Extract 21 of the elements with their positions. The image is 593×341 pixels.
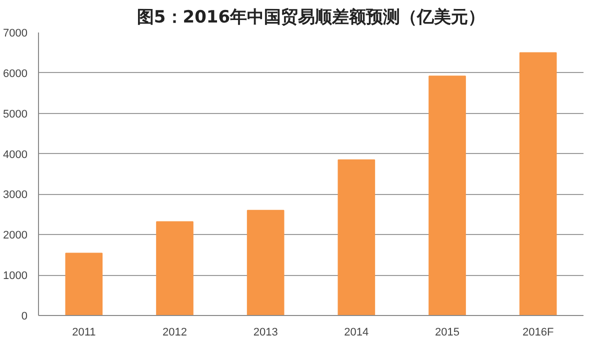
y-tick-label: 2000 [3, 230, 28, 242]
bar [65, 252, 103, 316]
y-tick-label: 6000 [3, 68, 28, 80]
x-tick-label: 2014 [344, 326, 369, 338]
bar [428, 76, 466, 316]
y-tick-label: 1000 [3, 270, 28, 282]
y-tick-label: 7000 [3, 28, 28, 40]
bar [519, 52, 557, 316]
x-tick-label: 2016F [522, 326, 554, 338]
bar [246, 210, 284, 316]
x-tick-label: 2011 [72, 326, 96, 338]
bar [156, 221, 194, 316]
x-tick-label: 2015 [435, 326, 460, 338]
bar [338, 159, 376, 316]
x-tick-label: 2012 [162, 326, 187, 338]
y-tick-label: 0 [21, 310, 28, 322]
x-tick-label: 2013 [253, 326, 278, 338]
chart-title: 图5：2016年中国贸易顺差额预测（亿美元） [136, 8, 486, 28]
y-tick-label: 3000 [3, 189, 28, 202]
y-tick-label: 5000 [3, 108, 28, 120]
y-tick-label: 4000 [3, 148, 28, 161]
